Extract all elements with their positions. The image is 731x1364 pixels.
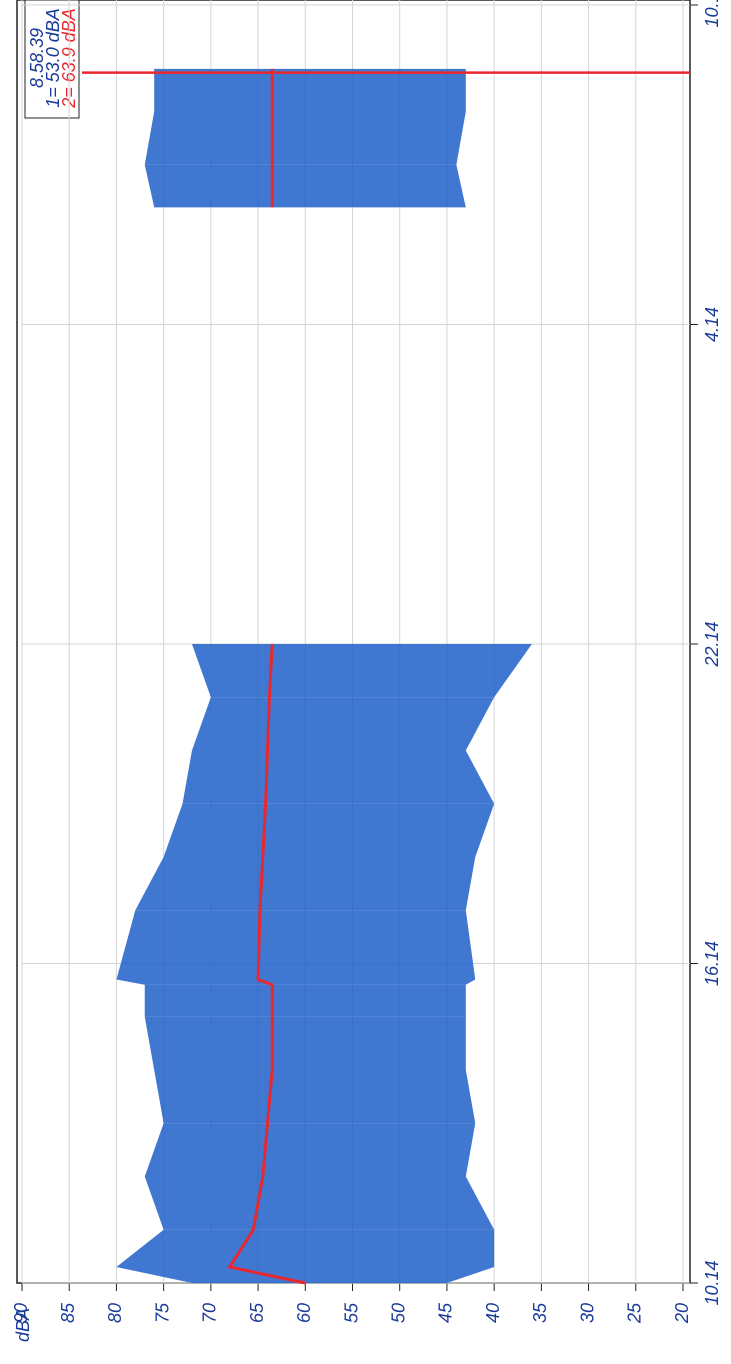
level-band <box>191 644 532 698</box>
level-band <box>154 1070 476 1124</box>
value-tick-label: 25 <box>625 1302 645 1324</box>
level-band <box>144 1123 476 1177</box>
time-tick-label: 16.14 <box>702 941 722 986</box>
level-band <box>144 1016 466 1070</box>
value-tick-label: 65 <box>247 1302 267 1323</box>
value-tick-label: 50 <box>388 1303 408 1323</box>
level-band <box>144 164 466 208</box>
value-tick-label: 55 <box>341 1302 361 1323</box>
level-band <box>144 1176 495 1230</box>
legend-entry: 1= 53.0 dBA <box>43 8 63 108</box>
level-band <box>191 697 495 751</box>
value-tick-label: 90 <box>11 1303 31 1323</box>
level-band <box>163 803 495 857</box>
level-band <box>144 984 466 1017</box>
level-band <box>135 857 476 911</box>
value-tick-label: 60 <box>294 1303 314 1323</box>
value-tick-label: 40 <box>483 1303 503 1323</box>
time-tick-label: 22.14 <box>702 621 722 667</box>
legend-box <box>24 0 80 119</box>
value-tick-label: 70 <box>200 1303 220 1323</box>
level-band <box>116 1229 495 1268</box>
level-band <box>154 68 466 112</box>
level-band <box>144 111 466 165</box>
time-tick-label: 10.14 <box>702 0 722 28</box>
value-tick-label: 30 <box>577 1303 597 1323</box>
value-tick-label: 45 <box>436 1302 456 1323</box>
level-band <box>116 1267 495 1283</box>
level-band <box>182 750 495 804</box>
value-tick-label: 80 <box>105 1303 125 1323</box>
axis-label: dBA <box>13 1308 33 1342</box>
value-tick-label: 35 <box>530 1302 550 1323</box>
value-tick-label: 85 <box>58 1302 78 1323</box>
value-tick-label: 20 <box>672 1303 692 1324</box>
time-tick-label: 10.14 <box>702 1260 722 1305</box>
value-tick-label: 75 <box>152 1302 172 1323</box>
level-band <box>116 910 476 980</box>
level-band <box>116 979 476 985</box>
leq-line <box>227 643 306 1285</box>
legend-time: 8.58.39 <box>27 28 47 88</box>
time-tick-label: 4.14 <box>702 307 722 342</box>
